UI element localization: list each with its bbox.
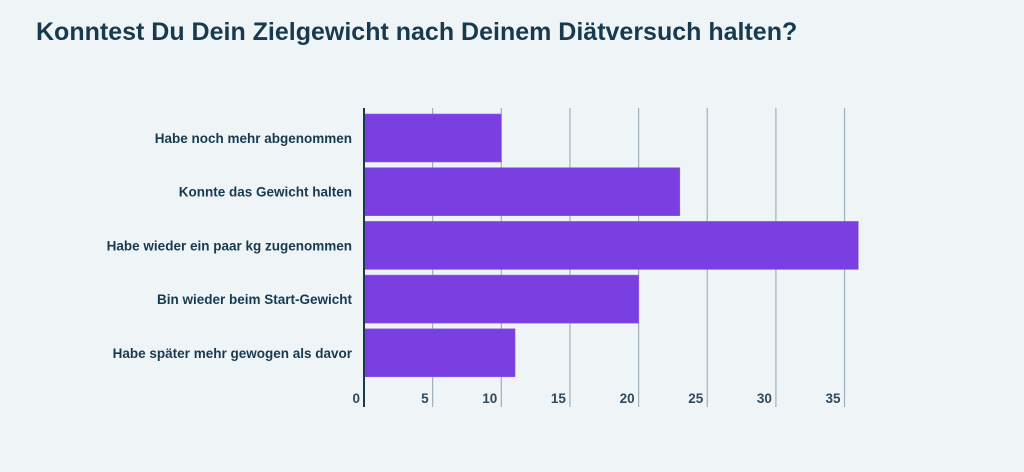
x-tick-label: 15 bbox=[551, 391, 567, 406]
bar bbox=[363, 328, 516, 378]
x-tick-label: 30 bbox=[757, 391, 772, 406]
chart-title: Konntest Du Dein Zielgewicht nach Deinem… bbox=[36, 18, 798, 46]
x-tick-label: 5 bbox=[421, 391, 429, 406]
category-label: Habe noch mehr abgenommen bbox=[155, 131, 352, 146]
category-label: Konnte das Gewicht halten bbox=[179, 185, 352, 200]
x-tick-label: 20 bbox=[620, 391, 635, 406]
category-label: Habe wieder ein paar kg zugenommen bbox=[107, 238, 352, 253]
bar bbox=[363, 274, 639, 324]
bar bbox=[363, 113, 502, 163]
bar bbox=[363, 221, 859, 270]
x-tick-label: 0 bbox=[352, 391, 360, 406]
x-tick-label: 25 bbox=[688, 391, 704, 406]
category-label: Bin wieder beim Start-Gewicht bbox=[157, 292, 353, 307]
x-tick-label: 35 bbox=[826, 391, 842, 406]
category-label: Habe später mehr gewogen als davor bbox=[113, 346, 353, 361]
x-tick-label: 10 bbox=[482, 391, 497, 406]
bar bbox=[363, 167, 681, 216]
